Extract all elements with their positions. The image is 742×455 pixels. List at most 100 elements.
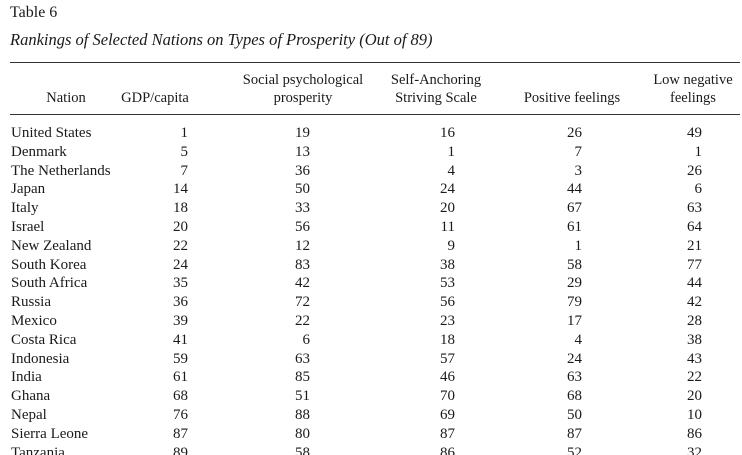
cell-social: 19: [295, 125, 310, 141]
cell-social: 12: [295, 237, 310, 254]
cell-nation: The Netherlands: [11, 162, 111, 179]
cell-gdp: 20: [173, 219, 188, 235]
cell-gdp: 14: [173, 181, 188, 198]
cell-self: 24: [440, 181, 455, 198]
cell-social: 83: [295, 256, 310, 273]
table-row: Russia 36 72 56 79 42: [0, 293, 742, 312]
cell-lowneg: 42: [687, 294, 702, 311]
cell-nation: Mexico: [11, 313, 57, 329]
table-row: Ghana 68 51 70 68 20: [0, 387, 742, 406]
cell-lowneg: 77: [687, 256, 702, 273]
cell-social: 80: [295, 425, 310, 442]
cell-nation: Tanzania: [11, 444, 65, 455]
cell-lowneg: 49: [687, 125, 702, 141]
cell-lowneg: 20: [687, 388, 702, 405]
cell-nation: Israel: [11, 219, 45, 235]
table-title: Table 6: [10, 4, 58, 21]
cell-nation: Costa Rica: [11, 331, 77, 348]
cell-gdp: 59: [173, 350, 188, 367]
table-subtitle: Rankings of Selected Nations on Types of…: [10, 30, 433, 49]
cell-positive: 44: [567, 181, 582, 198]
cell-positive: 3: [574, 162, 583, 179]
cell-positive: 52: [567, 444, 582, 455]
cell-self: 87: [440, 425, 455, 442]
table-row: New Zealand 22 12 9 1 21: [0, 237, 742, 256]
cell-lowneg: 22: [687, 369, 702, 386]
cell-social: 63: [295, 350, 310, 367]
cell-nation: South Korea: [11, 256, 87, 273]
cell-gdp: 36: [173, 294, 188, 311]
cell-social: 56: [295, 219, 310, 235]
cell-social: 6: [302, 331, 311, 348]
cell-social: 42: [295, 275, 310, 292]
cell-social: 88: [295, 407, 310, 423]
header-self-anchoring: Self-Anchoring Striving Scale: [371, 71, 501, 107]
cell-gdp: 39: [173, 313, 188, 329]
cell-nation: Italy: [11, 200, 39, 217]
cell-lowneg: 32: [687, 444, 702, 455]
cell-self: 18: [440, 331, 455, 348]
cell-positive: 68: [567, 388, 582, 405]
cell-nation: Nepal: [11, 407, 47, 423]
table-row: Nepal 76 88 69 50 10: [0, 406, 742, 425]
cell-lowneg: 38: [687, 331, 702, 348]
cell-nation: Indonesia: [11, 350, 70, 367]
table-row: Japan 14 50 24 44 6: [0, 180, 742, 199]
cell-self: 70: [440, 388, 455, 405]
header-gdp: GDP/capita: [121, 90, 189, 106]
header-lowneg-line2: feelings: [670, 90, 716, 106]
header-social-line2: prosperity: [273, 90, 333, 106]
table-row: Tanzania 89 58 86 52 32: [0, 444, 742, 455]
top-rule: [10, 62, 740, 63]
cell-gdp: 76: [173, 407, 188, 423]
cell-self: 1: [447, 143, 456, 160]
cell-gdp: 24: [173, 256, 188, 273]
cell-gdp: 68: [173, 388, 188, 405]
cell-gdp: 61: [173, 369, 188, 386]
cell-social: 13: [295, 143, 310, 160]
cell-nation: Sierra Leone: [11, 425, 89, 442]
cell-self: 86: [440, 444, 455, 455]
table-row: Italy 18 33 20 67 63: [0, 199, 742, 218]
cell-lowneg: 44: [687, 275, 702, 292]
cell-self: 53: [440, 275, 455, 292]
header-self-line2: Striving Scale: [395, 90, 477, 106]
cell-nation: South Africa: [11, 275, 88, 292]
cell-positive: 87: [567, 425, 582, 442]
cell-lowneg: 21: [687, 237, 702, 254]
cell-nation: India: [11, 369, 42, 386]
cell-lowneg: 28: [687, 313, 702, 329]
table-row: India 61 85 46 63 22: [0, 368, 742, 387]
table-row: Costa Rica 41 6 18 4 38: [0, 331, 742, 350]
cell-positive: 29: [567, 275, 582, 292]
table-row: South Africa 35 42 53 29 44: [0, 274, 742, 293]
cell-social: 51: [295, 388, 310, 405]
cell-positive: 1: [574, 237, 583, 254]
cell-positive: 7: [574, 143, 583, 160]
cell-lowneg: 10: [687, 407, 702, 423]
cell-nation: United States: [11, 125, 92, 141]
table-row: South Korea 24 83 38 58 77: [0, 256, 742, 275]
cell-lowneg: 63: [687, 200, 702, 217]
table-row: Indonesia 59 63 57 24 43: [0, 350, 742, 369]
header-nation: Nation: [46, 90, 86, 106]
cell-lowneg: 43: [687, 350, 702, 367]
cell-self: 4: [447, 162, 456, 179]
cell-self: 56: [440, 294, 455, 311]
cell-positive: 50: [567, 407, 582, 423]
cell-self: 46: [440, 369, 455, 386]
table-row: Denmark 5 13 1 7 1: [0, 143, 742, 162]
cell-social: 72: [295, 294, 310, 311]
header-low-negative: Low negative feelings: [633, 71, 742, 107]
cell-lowneg: 6: [694, 181, 703, 198]
cell-gdp: 18: [173, 200, 188, 217]
cell-nation: New Zealand: [11, 237, 92, 254]
cell-self: 9: [447, 237, 456, 254]
cell-self: 20: [440, 200, 455, 217]
cell-self: 23: [440, 313, 455, 329]
cell-gdp: 1: [180, 125, 189, 141]
cell-social: 22: [295, 313, 310, 329]
cell-lowneg: 1: [694, 143, 703, 160]
cell-gdp: 7: [180, 162, 189, 179]
